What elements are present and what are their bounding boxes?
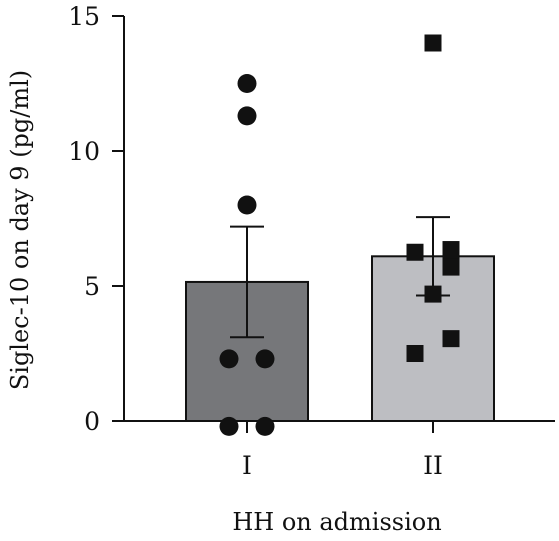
point-I-5 [219,416,239,436]
point-I-3 [219,349,239,369]
x-tick-label-II: II [423,451,443,480]
errorbar-II [416,216,450,297]
x-tick-label-I: I [242,451,252,480]
point-I-6 [255,416,275,436]
point-I-0 [237,74,257,93]
point-I-1 [237,106,257,126]
y-tick-label-15: 15 [68,2,100,31]
point-I-2 [237,195,257,215]
point-II-7 [406,345,424,362]
errorbars-layer [230,216,450,339]
y-axis-title: Siglec-10 on day 9 (pg/ml) [6,70,34,390]
y-ticks: 0 5 10 15 [68,2,124,436]
point-I-4 [255,349,275,369]
y-tick-label-0: 0 [84,407,100,436]
y-tick-label-5: 5 [84,272,100,301]
x-axis-title: HH on admission [232,508,441,536]
point-II-0 [424,34,442,52]
point-II-6 [442,330,460,348]
x-ticks: I II [242,421,443,480]
point-II-1 [406,243,424,261]
errorbar-I [230,225,264,339]
point-II-4 [442,258,460,276]
y-tick-label-10: 10 [68,137,100,166]
